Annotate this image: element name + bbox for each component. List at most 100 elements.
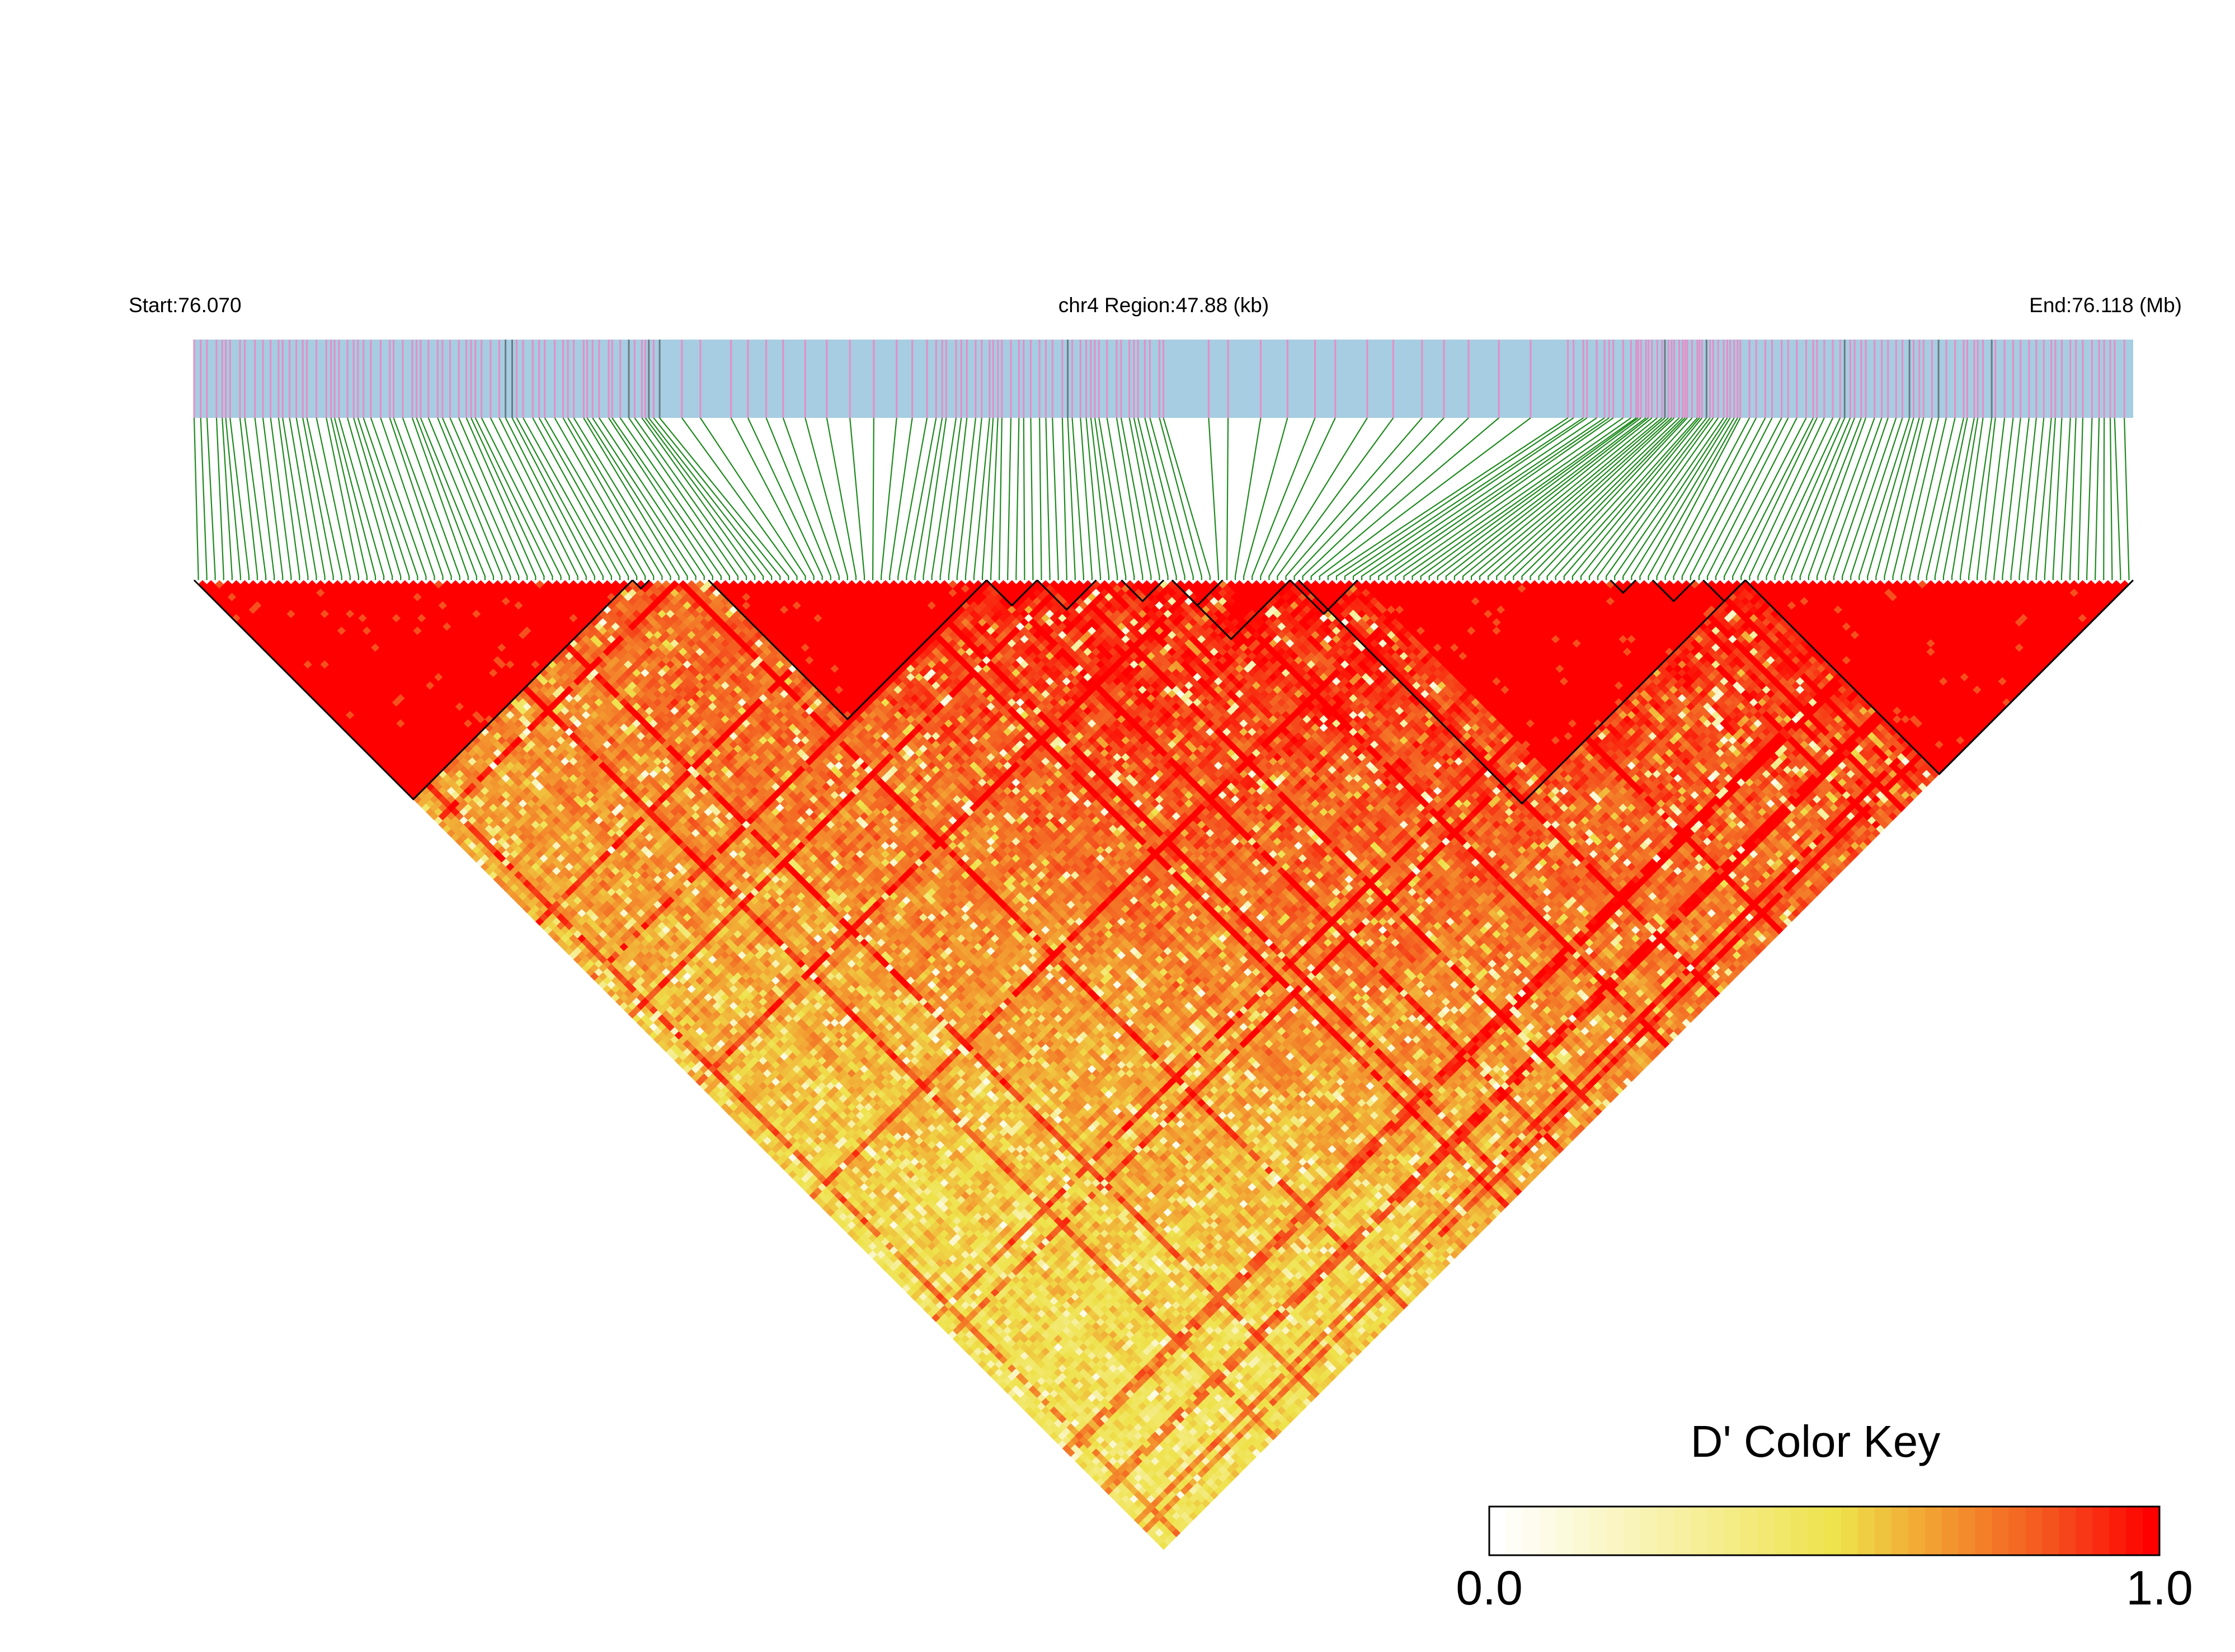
snp-connector-line	[1106, 417, 1135, 580]
snp-connector-line	[2114, 417, 2121, 580]
ld-cell	[232, 580, 241, 589]
snp-connector-line	[1791, 417, 1856, 580]
snp-connector-line	[1909, 417, 1947, 580]
snp-connector-line	[1137, 417, 1177, 580]
ld-cell	[223, 580, 233, 589]
snp-connector-line	[229, 417, 250, 580]
snp-connector-line	[592, 417, 697, 580]
snp-connector-line	[1875, 417, 1920, 580]
snp-connector-line	[1597, 417, 1714, 580]
snp-connector-line	[1521, 417, 1683, 580]
snp-connector-line	[583, 417, 680, 580]
snp-connector-line	[1462, 417, 1658, 580]
region-start-label: Start:76.070	[129, 294, 242, 317]
snp-connector-line	[914, 417, 943, 580]
snp-connector-line	[437, 417, 503, 580]
snp-connector-line	[1732, 417, 1814, 580]
snp-connector-line	[573, 417, 671, 580]
snp-connector-line	[470, 417, 545, 580]
snp-connector-line	[1370, 417, 1605, 580]
snp-connector-line	[2060, 417, 2071, 580]
snp-connector-line	[225, 417, 241, 580]
snp-connector-line	[505, 417, 587, 580]
snp-connector-line	[872, 417, 874, 580]
snp-connector-line	[2044, 417, 2057, 580]
snp-connector-line	[402, 417, 460, 580]
snp-connector-line	[1951, 417, 1979, 580]
snp-connector-line	[1061, 417, 1067, 580]
snp-connector-line	[1681, 417, 1766, 580]
snp-connector-line	[1588, 417, 1711, 580]
snp-connector-line	[1884, 417, 1925, 580]
snp-connector-line	[302, 417, 334, 580]
snp-connector-line	[427, 417, 495, 580]
snp-connector-line	[1900, 417, 1940, 580]
snp-connector-line	[964, 417, 982, 580]
snp-connector-line	[393, 417, 452, 580]
snp-connector-line	[1052, 417, 1059, 580]
snp-connector-line	[532, 417, 621, 580]
snp-connector-line	[889, 417, 913, 580]
snp-connector-line	[619, 417, 731, 580]
snp-connector-line	[262, 417, 284, 580]
snp-connector-line	[2052, 417, 2063, 580]
snp-connector-line	[363, 417, 418, 580]
snp-connector-line	[420, 417, 486, 580]
snp-connector-line	[1453, 417, 1653, 580]
snp-connector-line	[1226, 417, 1229, 580]
snp-connector-line	[1538, 417, 1688, 580]
snp-connector-line	[1039, 417, 1042, 580]
snp-connector-line	[2086, 417, 2093, 580]
snp-connector-line	[1120, 417, 1152, 580]
snp-connector-line	[1251, 417, 1316, 580]
snp-connector-line	[659, 417, 789, 580]
snp-connector-line	[1774, 417, 1846, 580]
snp-connector-line	[990, 417, 999, 580]
snp-connector-line	[1361, 417, 1597, 580]
snp-connector-line	[1437, 417, 1646, 580]
snp-connector-line	[1144, 417, 1185, 580]
snp-connector-line	[782, 417, 840, 580]
snp-connector-line	[1163, 417, 1211, 580]
snp-connector-line	[1085, 417, 1102, 580]
snp-connector-line	[1690, 417, 1773, 580]
snp-connector-line	[1656, 417, 1741, 580]
snp-connector-line	[1917, 417, 1956, 580]
snp-connector-line	[567, 417, 663, 580]
snp-connector-line	[1766, 417, 1841, 580]
snp-connector-line	[1327, 417, 1569, 580]
snp-connector-line	[2095, 417, 2100, 580]
snp-connector-line	[1959, 417, 1984, 580]
snp-connector-line	[1149, 417, 1194, 580]
snp-connector-line	[222, 417, 233, 580]
snp-connector-line	[215, 417, 224, 580]
snp-connector-line	[1116, 417, 1144, 580]
snp-connector-line	[465, 417, 537, 580]
snp-connector-line	[1555, 417, 1698, 580]
snp-connector-line	[347, 417, 393, 580]
snp-connector-line	[1622, 417, 1728, 580]
snp-connector-line	[1302, 417, 1469, 580]
snp-connector-line	[490, 417, 570, 580]
snp-connector-line	[1993, 417, 2014, 580]
snp-connector-line	[1344, 417, 1584, 580]
snp-connector-line	[2027, 417, 2045, 580]
snp-connector-line	[1867, 417, 1914, 580]
snp-connector-line	[1319, 417, 1531, 580]
snp-connector-line	[1470, 417, 1663, 580]
snp-connector-line	[1706, 417, 1789, 580]
snp-connector-line	[923, 417, 947, 580]
snp-connector-line	[1606, 417, 1719, 580]
snp-connector-line	[1159, 417, 1202, 580]
snp-connector-line	[2010, 417, 2030, 580]
snp-connector-line	[1968, 417, 1993, 580]
ld-cell	[215, 580, 224, 589]
snp-connector-line	[200, 417, 208, 580]
snp-connector-line	[2035, 417, 2052, 580]
snp-connector-line	[380, 417, 435, 580]
snp-connector-line	[881, 417, 897, 580]
snp-connector-line	[2077, 417, 2083, 580]
snp-connector-line	[353, 417, 402, 580]
snp-connector-line	[948, 417, 968, 580]
